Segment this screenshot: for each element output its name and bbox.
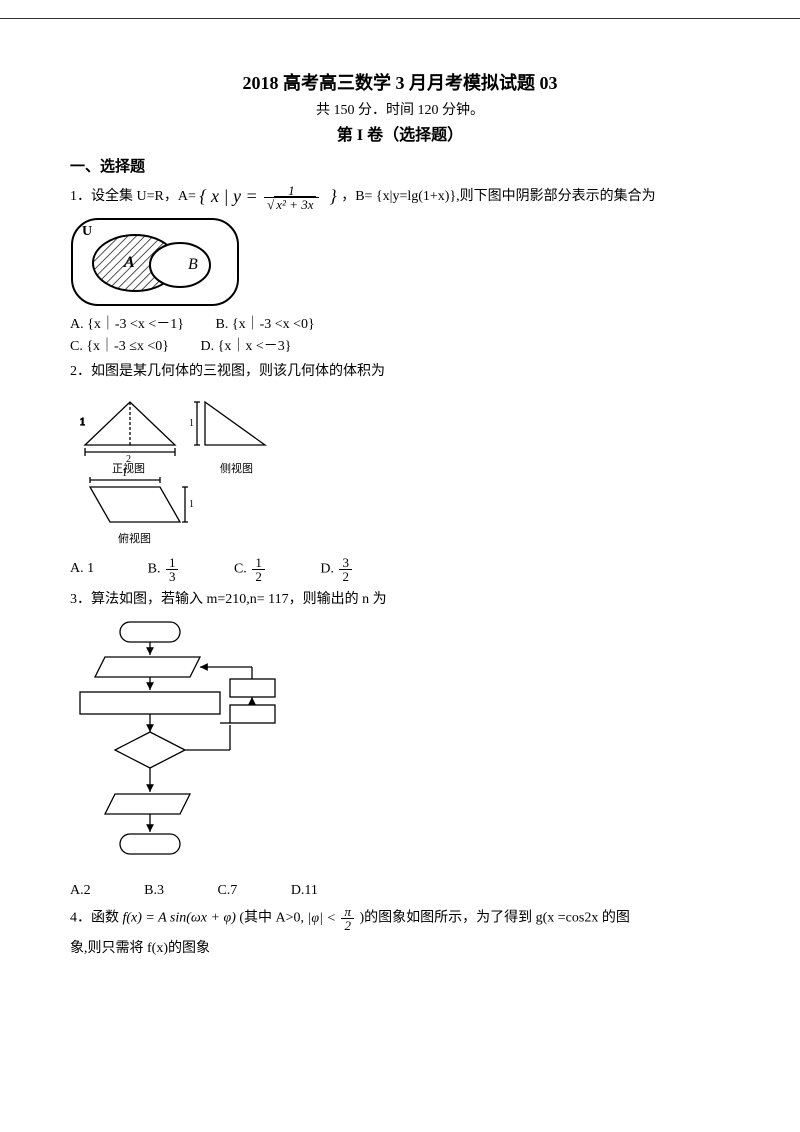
page: 2018 高考高三数学 3 月月考模拟试题 03 共 150 分．时间 120 … [0,18,800,1007]
svg-text:1: 1 [80,417,85,428]
q4-abs: |φ| < π2 [308,911,360,926]
q4-line2: 象,则只需将 f(x)的图象 [70,938,730,960]
flow-calc: 计算 m 除以 n 的余数 r [86,697,185,710]
flow-no: 否 [195,736,206,748]
q3-opt-c: C.7 [217,883,237,899]
q3-text: 3．算法如图，若输入 m=210,n= 117，则输出的 n 为 [70,589,730,611]
section-title: 一、选择题 [70,155,730,176]
top-view-label: 俯视图 [118,531,151,545]
side-view-label: 侧视图 [220,461,253,475]
q3-options: A.2 B.3 C.7 D.11 [70,883,730,899]
q1-opt-d: D. {x｜x <－3} [201,335,292,355]
svg-text:1: 1 [189,499,194,510]
q2-text: 2．如图是某几何体的三视图，则该几何体的体积为 [70,361,730,383]
flow-out: 输出 n [126,797,157,811]
q4-prefix: 4．函数 [70,911,123,926]
q2-three-views: 1 2 正视图 1 侧视图 1 1 俯视图 [70,390,730,550]
q2-opt-a: A. 1 [70,561,94,577]
q1-options-row1: A. {x｜-3 <x <－1} B. {x｜-3 <x <0} [70,313,730,333]
flow-cond: r=0? [133,745,153,757]
q1-set-formula: { x | y = 1 √x² + 3x } [199,186,341,206]
q4: 4．函数 f(x) = A sin(ωx + φ) (其中 A>0, |φ| <… [70,905,730,932]
flow-assign2: m=n [238,710,256,721]
q1-prefix: 1．设全集 U=R，A= [70,189,196,204]
flow-assign1: n=r [240,684,255,695]
q4-mid2: )的图象如图所示，为了得到 g(x =cos2x 的图 [359,911,629,926]
front-view-label: 正视图 [112,461,145,475]
q1-opt-c: C. {x｜-3 ≤x <0} [70,335,169,355]
part-title: 第 I 卷（选择题） [70,121,730,145]
flow-input: 输入 m, n [118,660,163,674]
venn-b-label: B [188,256,198,273]
exam-title: 2018 高考高三数学 3 月月考模拟试题 03 [70,69,730,95]
q2-opt-d: D. 32 [320,556,354,583]
svg-text:1: 1 [122,468,127,479]
q4-func: f(x) = A sin(ωx + φ) [123,911,236,926]
q1-after: ，B= {x|y=lg(1+x)},则下图中阴影部分表示的集合为 [341,189,655,204]
flow-yes: 是 [138,772,149,785]
q3-opt-b: B.3 [144,883,164,899]
q1-venn: U A B [70,217,730,307]
flow-end: 结束 [138,838,160,851]
venn-a-label: A [123,254,135,271]
q3-flowchart: 开始 输入 m, n 计算 m 除以 n 的余数 r r=0? 是 否 [70,617,730,877]
svg-text:1: 1 [189,418,194,429]
q2-opt-c: C. 12 [234,556,267,583]
exam-subtitle: 共 150 分．时间 120 分钟。 [70,99,730,119]
venn-u-label: U [82,224,92,239]
flow-start: 开始 [138,625,160,639]
q1: 1．设全集 U=R，A= { x | y = 1 √x² + 3x } ，B= … [70,182,730,211]
q4-mid1: (其中 A>0, [239,911,307,926]
q2-opt-b: B. 13 [148,556,181,583]
q3-opt-a: A.2 [70,883,91,899]
q1-opt-a: A. {x｜-3 <x <－1} [70,313,184,333]
q3-opt-d: D.11 [291,883,318,899]
q1-options-row2: C. {x｜-3 ≤x <0} D. {x｜x <－3} [70,335,730,355]
q2-options: A. 1 B. 13 C. 12 D. 32 [70,556,730,583]
q1-opt-b: B. {x｜-3 <x <0} [216,313,315,333]
